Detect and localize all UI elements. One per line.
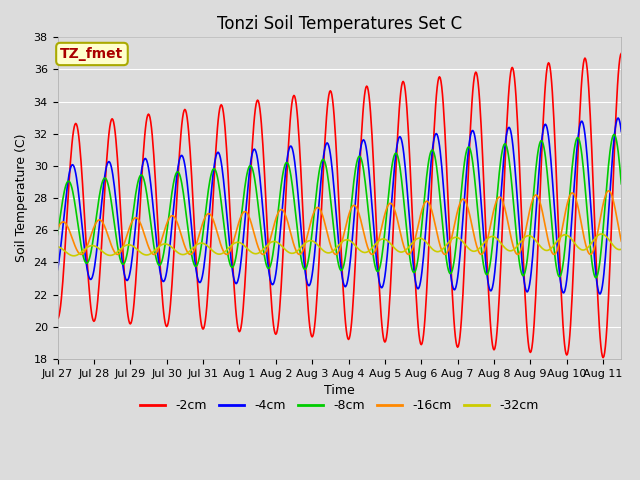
Legend: -2cm, -4cm, -8cm, -16cm, -32cm: -2cm, -4cm, -8cm, -16cm, -32cm	[135, 394, 543, 417]
Title: Tonzi Soil Temperatures Set C: Tonzi Soil Temperatures Set C	[217, 15, 462, 33]
-8cm	[618, 181, 625, 187]
Line: -16cm: -16cm	[58, 191, 621, 254]
-2cm	[177, 139, 184, 145]
Text: TZ_fmet: TZ_fmet	[60, 47, 124, 61]
-16cm	[618, 238, 625, 244]
-4cm	[596, 291, 604, 297]
X-axis label: Time: Time	[324, 384, 355, 397]
-32cm	[177, 252, 185, 257]
-16cm	[77, 252, 85, 257]
-16cm	[339, 234, 347, 240]
-4cm	[591, 260, 598, 265]
-4cm	[225, 234, 232, 240]
-32cm	[70, 253, 77, 259]
-32cm	[339, 238, 347, 244]
-16cm	[226, 249, 234, 255]
-16cm	[480, 248, 488, 254]
-8cm	[479, 261, 487, 267]
-8cm	[339, 266, 346, 272]
Line: -2cm: -2cm	[58, 53, 621, 358]
-4cm	[177, 154, 184, 160]
-2cm	[599, 355, 607, 360]
-8cm	[225, 256, 232, 262]
-8cm	[572, 138, 580, 144]
Y-axis label: Soil Temperature (C): Soil Temperature (C)	[15, 134, 28, 263]
-4cm	[479, 231, 487, 237]
-16cm	[605, 188, 612, 194]
-2cm	[572, 204, 580, 210]
Line: -32cm: -32cm	[58, 234, 621, 256]
-16cm	[573, 198, 580, 204]
-32cm	[226, 244, 234, 250]
-8cm	[592, 275, 600, 281]
-8cm	[177, 174, 184, 180]
-2cm	[479, 171, 487, 177]
-32cm	[54, 244, 61, 250]
Line: -4cm: -4cm	[58, 118, 621, 294]
-2cm	[339, 274, 346, 279]
-32cm	[592, 235, 600, 240]
-2cm	[54, 316, 61, 322]
-32cm	[618, 246, 625, 252]
-8cm	[591, 274, 598, 279]
-32cm	[573, 243, 580, 249]
-16cm	[177, 231, 185, 237]
-16cm	[592, 240, 600, 246]
-8cm	[54, 232, 61, 238]
-2cm	[618, 50, 625, 56]
-4cm	[614, 115, 622, 121]
Line: -8cm: -8cm	[58, 134, 621, 278]
-32cm	[598, 231, 605, 237]
-16cm	[54, 226, 61, 232]
-4cm	[618, 129, 625, 134]
-8cm	[610, 132, 618, 137]
-4cm	[54, 267, 61, 273]
-4cm	[572, 158, 580, 164]
-32cm	[480, 240, 488, 245]
-4cm	[339, 276, 346, 281]
-2cm	[225, 185, 232, 191]
-2cm	[591, 224, 598, 229]
